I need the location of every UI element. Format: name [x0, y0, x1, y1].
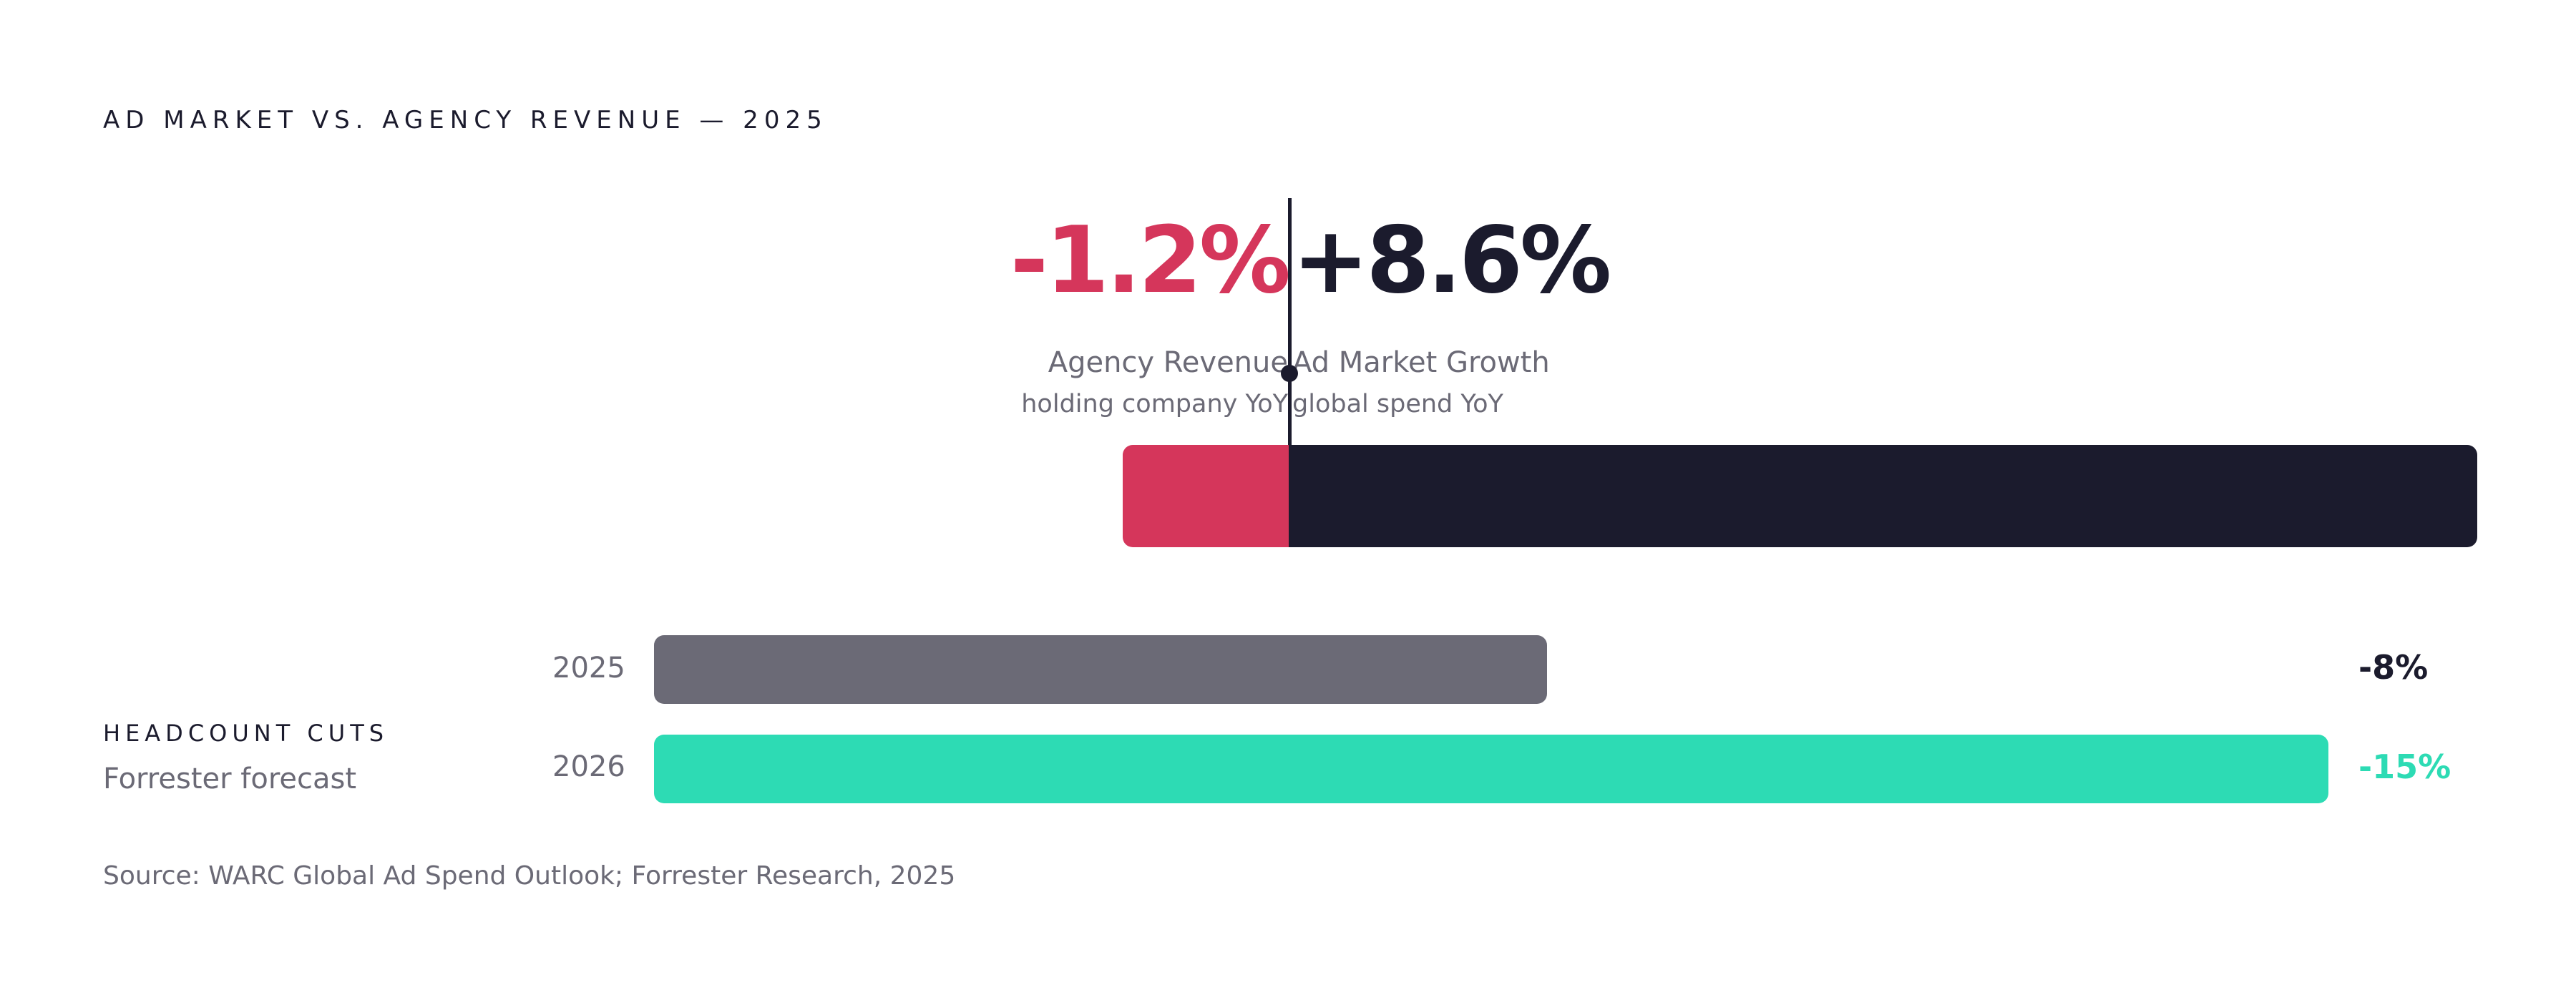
- headcount-subtitle: Forrester forecast: [103, 763, 357, 795]
- zero-axis-line: [1288, 198, 1292, 445]
- ad-market-growth-bar: [1289, 445, 2477, 547]
- agency-revenue-bar: [1123, 445, 1289, 547]
- chart-title: AD MARKET VS. AGENCY REVENUE — 2025: [103, 106, 828, 134]
- headcount-value-2025: -8%: [2358, 648, 2429, 687]
- year-label-2026: 2026: [552, 750, 625, 783]
- ad-market-growth-value: +8.6%: [1292, 207, 1611, 314]
- year-label-2025: 2025: [552, 652, 625, 685]
- headcount-bar-2026: [654, 735, 2328, 803]
- agency-revenue-subtitle: holding company YoY: [1021, 390, 1288, 418]
- source-note: Source: WARC Global Ad Spend Outlook; Fo…: [103, 861, 956, 891]
- agency-revenue-label: Agency Revenue: [1048, 346, 1288, 379]
- headcount-title: HEADCOUNT CUTS: [103, 720, 389, 747]
- ad-market-growth-label: Ad Market Growth: [1292, 346, 1550, 379]
- axis-marker-dot: [1281, 365, 1298, 382]
- headcount-bar-2025: [654, 635, 1547, 704]
- headcount-value-2026: -15%: [2358, 747, 2451, 786]
- agency-revenue-value: -1.2%: [1010, 207, 1291, 314]
- ad-market-growth-subtitle: global spend YoY: [1292, 390, 1503, 418]
